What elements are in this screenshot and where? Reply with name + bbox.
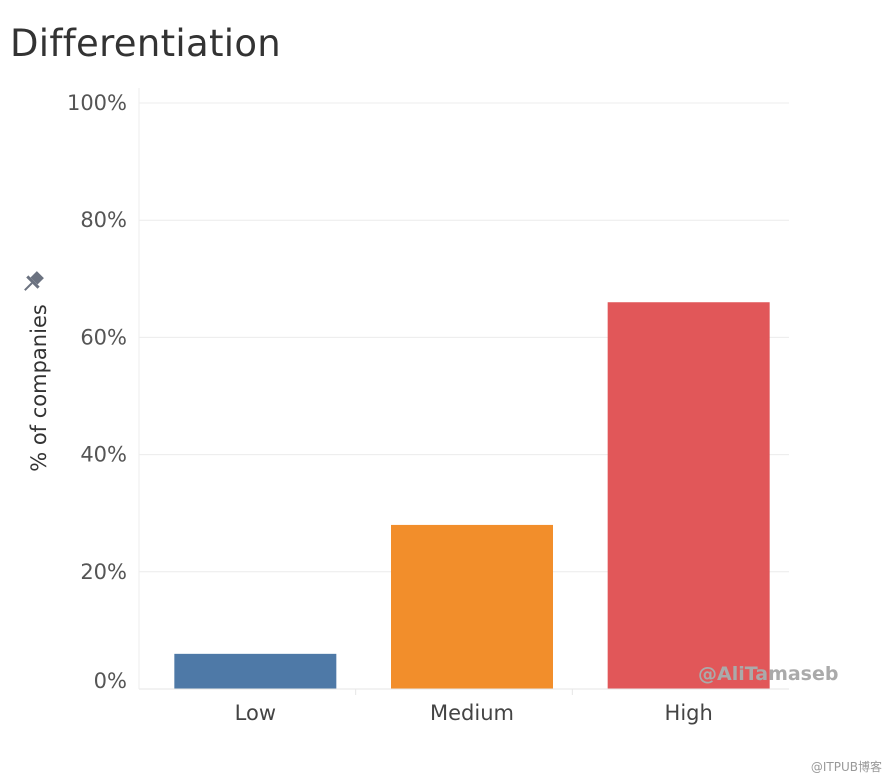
x-category-label: Low [235,701,276,725]
y-tick-label: 80% [80,208,127,232]
bars [174,302,770,689]
y-tick-label: 40% [80,443,127,467]
chart-title: Differentiation [10,22,282,65]
y-tick-label: 100% [67,91,127,115]
pin-icon[interactable] [19,269,46,296]
x-axis-categories: Low Medium High [235,689,713,725]
x-category-label: Medium [430,701,514,725]
y-axis-ticks: 0% 20% 40% 60% 80% 100% [67,91,127,693]
watermark: @AliTamaseb [698,663,838,685]
bar-low[interactable] [174,653,337,689]
y-tick-label: 20% [80,560,127,584]
bar-medium[interactable] [391,524,553,689]
footer-credit: @ITPUB博客 [810,760,882,774]
y-tick-label: 60% [80,325,127,349]
x-category-label: High [665,701,713,725]
y-tick-label: 0% [94,669,127,693]
y-axis-label: % of companies [27,304,51,472]
bar-high[interactable] [607,302,770,689]
